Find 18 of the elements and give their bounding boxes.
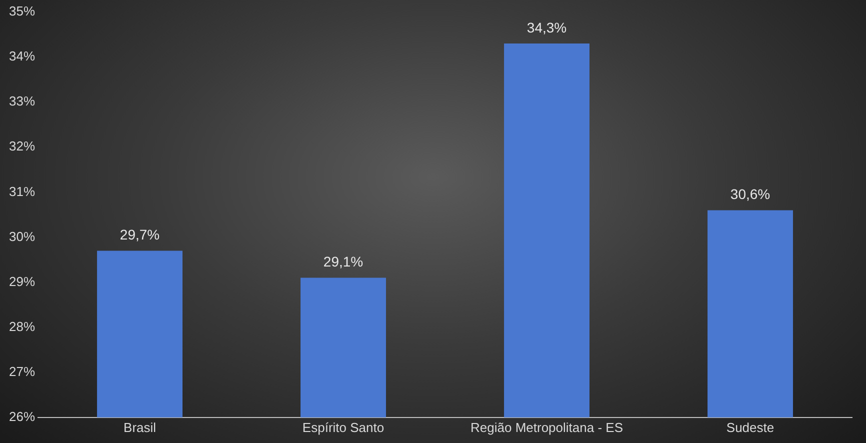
y-tick-label: 28%	[8, 318, 36, 334]
x-tick-label: Sudeste	[726, 420, 774, 435]
x-tick-label: Região Metropolitana - ES	[470, 420, 624, 435]
y-tick-label: 33%	[8, 94, 36, 109]
x-tick-label: Espírito Santo	[302, 420, 384, 435]
y-tick-label: 27%	[8, 364, 36, 379]
y-tick-label: 35%	[8, 4, 36, 19]
y-tick-label: 31%	[8, 184, 36, 199]
y-tick-label: 29%	[8, 274, 36, 289]
data-label: 30,6%	[730, 186, 770, 202]
data-label: 29,7%	[120, 226, 160, 243]
y-tick-label: 30%	[8, 228, 36, 244]
data-label: 29,1%	[323, 254, 364, 270]
data-label: 34,3%	[526, 19, 567, 36]
y-tick-label: 32%	[8, 138, 36, 154]
x-tick-label: Brasil	[124, 420, 156, 435]
y-tick-label: 26%	[8, 408, 36, 424]
y-tick-label: 34%	[8, 48, 36, 64]
